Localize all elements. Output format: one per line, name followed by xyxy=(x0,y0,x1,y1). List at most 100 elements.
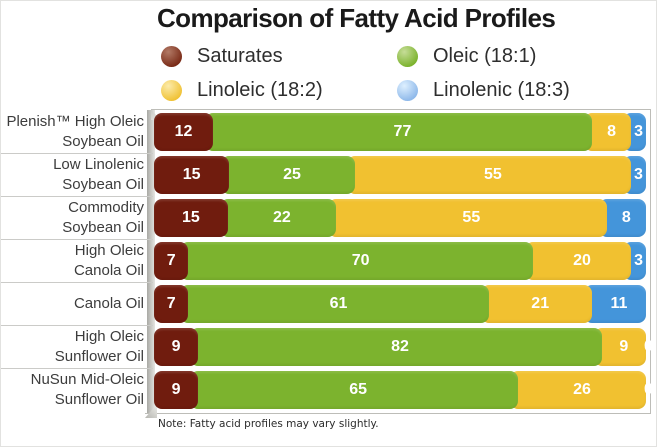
segment-value: 3 xyxy=(634,252,644,269)
row-label-line: Sunflower Oil xyxy=(54,348,144,365)
bar-segment-linoleic xyxy=(480,285,592,323)
legend-item-linoleic: Linoleic (18:2) xyxy=(161,79,397,102)
bar-segment-linoleic xyxy=(510,371,646,409)
segment-value: 77 xyxy=(393,123,412,140)
stacked-bar: 9 82 9 0 xyxy=(154,328,653,366)
segment-value: 15 xyxy=(182,209,200,226)
stacked-bar: 15 25 55 3 xyxy=(154,156,646,194)
legend-label: Linolenic (18:3) xyxy=(433,79,570,101)
stacked-bar: 12 77 8 3 xyxy=(154,113,646,151)
bar-segment-linoleic xyxy=(328,199,607,237)
row-label-line: Plenish™ High Oleic xyxy=(6,113,144,130)
chart-title: Comparison of Fatty Acid Profiles xyxy=(157,3,556,33)
row-separator xyxy=(1,368,153,369)
chart-spine-shadow xyxy=(147,110,155,413)
row-label: High Oleic Sunflower Oil xyxy=(1,328,144,366)
row-label: Canola Oil xyxy=(1,285,144,323)
bar-segment-saturates xyxy=(154,199,228,237)
bar-segment-saturates xyxy=(154,328,199,366)
segment-value: 9 xyxy=(171,381,181,398)
segment-value-zero: 0 xyxy=(644,338,653,355)
segment-value: 61 xyxy=(329,295,348,312)
row-label: High Oleic Canola Oil xyxy=(1,242,144,280)
legend-label: Saturates xyxy=(197,45,283,67)
row-separator xyxy=(1,153,153,154)
segment-value: 25 xyxy=(283,166,301,183)
bar-segment-saturates xyxy=(154,371,199,409)
segment-value: 20 xyxy=(573,252,591,269)
row-label-line: Soybean Oil xyxy=(62,219,144,236)
row-label-line: High Oleic xyxy=(74,242,144,259)
segment-value: 3 xyxy=(634,166,643,183)
row-label-line: Canola Oil xyxy=(73,295,144,312)
bar-segment-oleic xyxy=(221,156,355,194)
chart-frame-top xyxy=(151,109,651,110)
segment-value: 11 xyxy=(610,295,628,312)
segment-value: 3 xyxy=(634,123,644,140)
row-separator xyxy=(1,239,153,240)
bar-segment-saturates xyxy=(154,113,214,151)
linoleic-legend-dot-icon xyxy=(161,80,182,101)
segment-value: 22 xyxy=(273,209,291,226)
bar-segment-saturates xyxy=(154,285,189,323)
row-label: NuSun Mid-Oleic Sunflower Oil xyxy=(1,371,144,409)
bar-segment-oleic xyxy=(190,371,519,409)
segment-value: 82 xyxy=(391,338,409,355)
bar-segment-oleic xyxy=(205,113,592,151)
footnote: Note: Fatty acid profiles may vary sligh… xyxy=(158,418,379,430)
legend-label: Oleic (18:1) xyxy=(433,45,537,67)
segment-value: 55 xyxy=(483,166,502,183)
bar-segment-linoleic xyxy=(346,156,631,194)
bar-segment-saturates xyxy=(154,242,189,280)
segment-value: 15 xyxy=(182,166,201,183)
legend-item-linolenic: Linolenic (18:3) xyxy=(397,79,570,102)
oleic-legend-dot-icon xyxy=(397,46,418,67)
chart-frame-right xyxy=(650,109,651,414)
segment-value: 26 xyxy=(573,381,591,398)
row-label-line: High Oleic xyxy=(74,328,144,345)
row-separator xyxy=(1,325,153,326)
row-label-line: NuSun Mid-Oleic xyxy=(30,371,144,388)
segment-value: 70 xyxy=(351,252,370,269)
saturates-legend-dot-icon xyxy=(161,46,182,67)
row-label-line: Soybean Oil xyxy=(62,176,144,193)
stacked-bar: 7 61 21 11 xyxy=(154,285,646,323)
chart-area: Plenish™ High Oleic Soybean Oil 12 77 8 3 Low … xyxy=(1,109,656,418)
bar-segment-saturates xyxy=(154,156,230,194)
legend: Saturates Oleic (18:1) Linoleic (18:2) Lino… xyxy=(161,45,570,102)
row-label: Plenish™ High Oleic Soybean Oil xyxy=(1,113,144,151)
bar-segment-oleic xyxy=(219,199,337,237)
linolenic-legend-dot-icon xyxy=(397,80,418,101)
stacked-bar: 15 22 55 8 xyxy=(154,199,646,237)
segment-value: 8 xyxy=(621,209,631,226)
segment-value: 9 xyxy=(619,338,629,355)
segment-value: 55 xyxy=(462,209,481,226)
row-separator xyxy=(1,282,153,283)
segment-value: 9 xyxy=(171,338,181,355)
segment-value-zero: 0 xyxy=(644,381,653,398)
segment-value: 21 xyxy=(531,295,550,312)
bar-segment-oleic xyxy=(190,328,602,366)
row-separator xyxy=(1,196,153,197)
row-label-line: Low Linolenic xyxy=(53,156,144,173)
bar-segment-linolenic xyxy=(583,285,646,323)
segment-value: 8 xyxy=(607,123,616,140)
legend-label: Linoleic (18:2) xyxy=(197,79,323,101)
legend-item-saturates: Saturates xyxy=(161,45,397,68)
bar-segment-oleic xyxy=(180,285,489,323)
bar-segment-linoleic xyxy=(593,328,646,366)
row-label: Low Linolenic Soybean Oil xyxy=(1,156,144,194)
row-label-line: Soybean Oil xyxy=(62,133,144,150)
chart-frame-bottom xyxy=(145,413,651,414)
row-label-line: Commodity xyxy=(68,199,144,216)
segment-value: 7 xyxy=(166,252,176,269)
row-label-line: Sunflower Oil xyxy=(54,391,144,408)
segment-value: 12 xyxy=(174,123,193,140)
row-label: Commodity Soybean Oil xyxy=(1,199,144,237)
stacked-bar: 7 70 20 3 xyxy=(154,242,646,280)
bar-segment-oleic xyxy=(180,242,533,280)
stacked-bar: 9 65 26 0 xyxy=(154,371,653,409)
bar-segment-linoleic xyxy=(524,242,632,280)
legend-item-oleic: Oleic (18:1) xyxy=(397,45,570,68)
